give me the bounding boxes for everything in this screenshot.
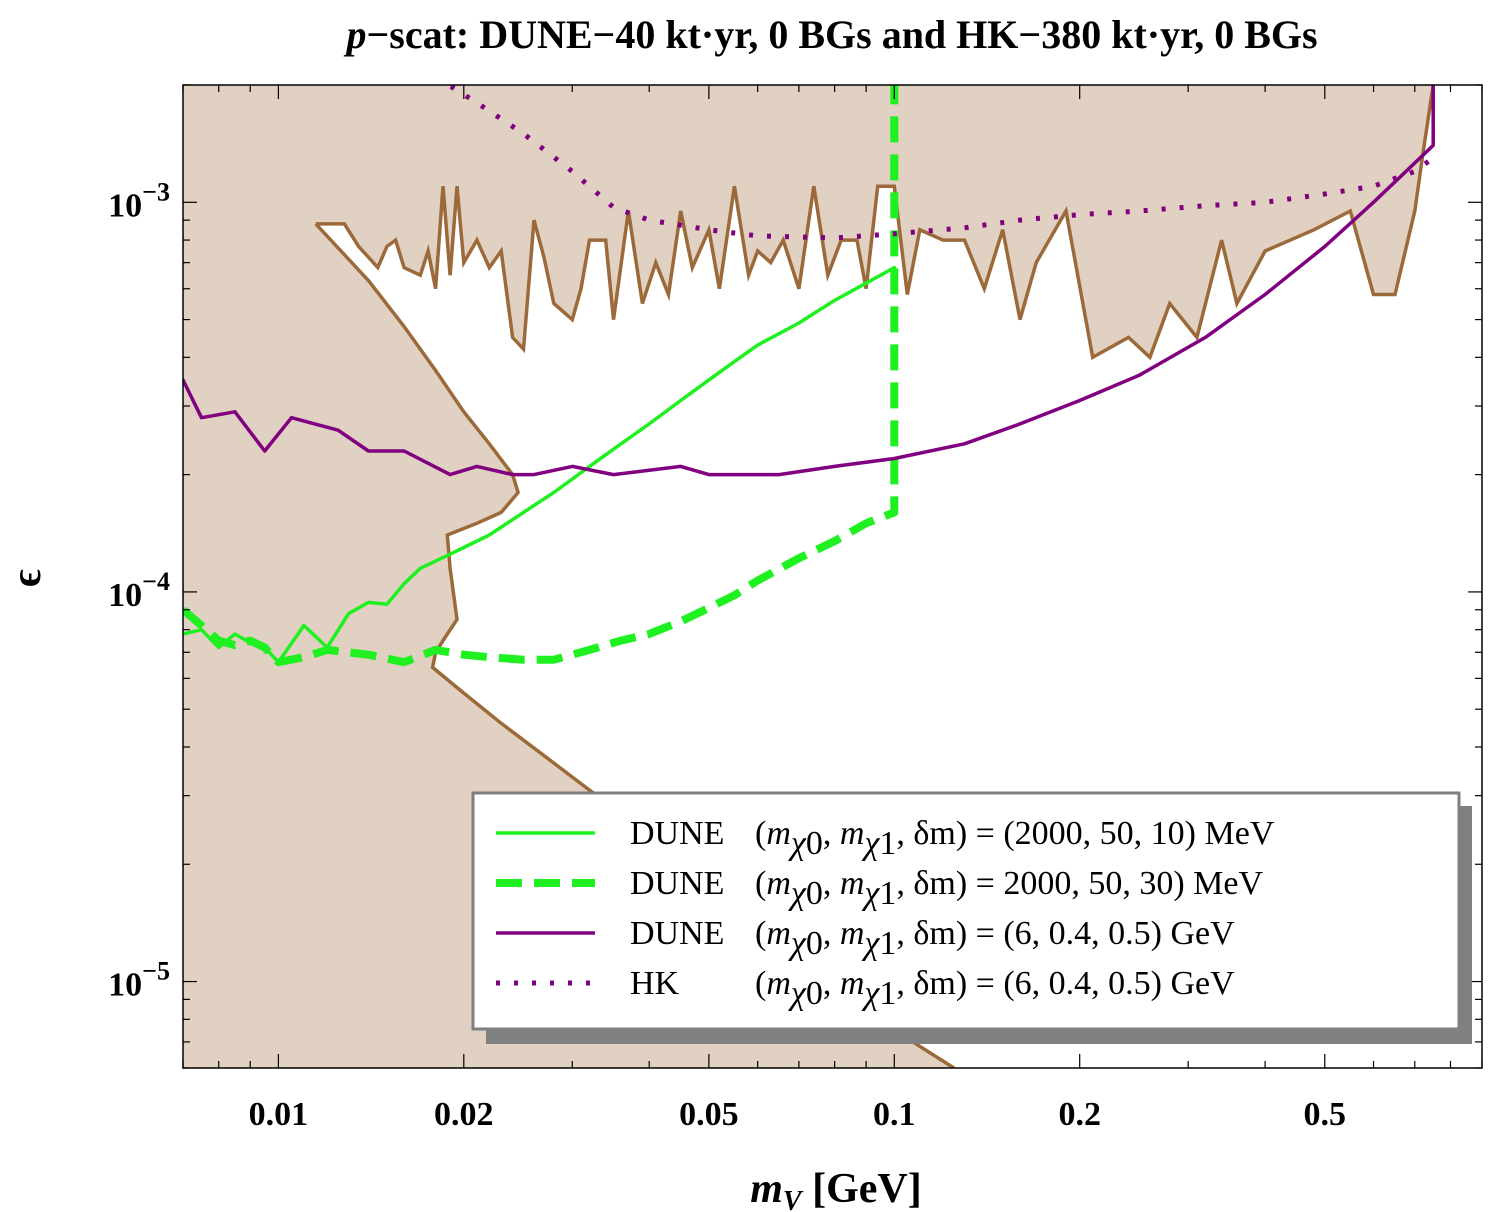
legend-math: m — [766, 865, 791, 902]
y-tick-label-base: 10 — [108, 967, 142, 1004]
y-tick-label: 10−5 — [108, 957, 170, 1004]
legend-label-2: DUNE (mχ0, mχ1, δm) = 2000, 50, 30) MeV — [630, 865, 1263, 912]
x-tick-label: 0.5 — [1304, 1096, 1347, 1133]
legend-prefix: HK — [630, 965, 680, 1002]
legend-entries: DUNE (mχ0, mχ1, δm) = (2000, 50, 10) MeVD… — [496, 815, 1275, 1012]
y-tick-label-base: 10 — [108, 577, 142, 614]
legend-math: 0 — [806, 825, 823, 862]
chart-title-rest: −scat: DUNE−40 kt·yr, 0 BGs and HK−380 k… — [366, 12, 1317, 57]
y-tick-label: 10−4 — [108, 567, 170, 614]
legend-math: 1 — [879, 975, 896, 1012]
x-tick-label: 0.2 — [1058, 1096, 1101, 1133]
excluded-upper-boundary — [315, 85, 1435, 361]
x-axis-label-unit: [GeV] — [802, 1166, 922, 1212]
legend-math: , δm) = (2000, 50, 10) MeV — [896, 815, 1274, 852]
legend-math: , δm) = 2000, 50, 30) MeV — [896, 865, 1263, 902]
y-tick-label-exp: −3 — [142, 177, 170, 206]
legend-math: ( — [755, 815, 766, 852]
legend-math: χ — [788, 925, 807, 962]
series-line-4 — [444, 85, 1435, 241]
y-tick-label-exp: −5 — [142, 957, 170, 986]
legend-math: m — [840, 965, 865, 1002]
legend-box — [471, 791, 1461, 1031]
chart-title-italic: p — [343, 12, 366, 57]
legend-prefix: DUNE — [630, 815, 724, 852]
legend-math: 1 — [879, 825, 896, 862]
chart-title: p−scat: DUNE−40 kt·yr, 0 BGs and HK−380 … — [343, 12, 1317, 57]
legend-math: 1 — [879, 925, 896, 962]
legend-math: m — [766, 915, 791, 952]
legend-math: m — [766, 965, 791, 1002]
legend-math: χ — [861, 925, 880, 962]
legend-math: 0 — [806, 925, 823, 962]
legend-label-4: HK (mχ0, mχ1, δm) = (6, 0.4, 0.5) GeV — [630, 965, 1235, 1012]
legend-math: m — [840, 915, 865, 952]
tick-layer: 0.01 0.02 0.05 0.1 0.2 0.510−510−410−3 — [108, 84, 1483, 1133]
legend-math: χ — [861, 825, 880, 862]
legend-prefix: DUNE — [630, 915, 724, 952]
x-tick-label: 0.1 — [873, 1096, 916, 1133]
x-axis-label: mV [GeV] — [750, 1166, 921, 1212]
legend-math: 0 — [806, 875, 823, 912]
legend-prefix: DUNE — [630, 865, 724, 902]
legend-math: χ — [861, 975, 880, 1012]
legend-math: m — [840, 815, 865, 852]
legend-math: χ — [788, 875, 807, 912]
legend-label-3: DUNE (mχ0, mχ1, δm) = (6, 0.4, 0.5) GeV — [630, 915, 1235, 962]
legend-math: ( — [755, 865, 766, 902]
series-line-2 — [183, 85, 899, 667]
legend-math: , — [823, 915, 840, 952]
legend-math: , δm) = (6, 0.4, 0.5) GeV — [896, 965, 1235, 1002]
legend-math: χ — [788, 975, 807, 1012]
legend-math: ( — [755, 965, 766, 1002]
y-axis-label: ϵ — [4, 569, 50, 587]
x-tick-label: 0.02 — [434, 1096, 494, 1133]
x-axis-label-sub: V — [783, 1186, 804, 1212]
y-tick-label-base: 10 — [108, 187, 142, 224]
legend-math: χ — [788, 825, 807, 862]
legend-math: , — [823, 815, 840, 852]
x-tick-label: 0.01 — [249, 1096, 309, 1133]
legend-math: ( — [755, 915, 766, 952]
y-tick-label-exp: −4 — [142, 567, 170, 596]
legend-math: χ — [861, 875, 880, 912]
legend-math: 1 — [879, 875, 896, 912]
legend-math: , — [823, 865, 840, 902]
x-axis-label-var: m — [750, 1166, 783, 1212]
legend-math: , δm) = (6, 0.4, 0.5) GeV — [896, 915, 1235, 952]
x-tick-label: 0.05 — [679, 1096, 739, 1133]
legend-math: m — [766, 815, 791, 852]
y-tick-label: 10−3 — [108, 177, 170, 224]
plot-frame — [182, 84, 1483, 1069]
legend-label-1: DUNE (mχ0, mχ1, δm) = (2000, 50, 10) MeV — [630, 815, 1275, 862]
legend: DUNE (mχ0, mχ1, δm) = (2000, 50, 10) MeVD… — [471, 791, 1472, 1044]
legend-math: , — [823, 965, 840, 1002]
series-layer — [183, 85, 1435, 667]
legend-math: m — [840, 865, 865, 902]
legend-math: 0 — [806, 975, 823, 1012]
series-line-3 — [183, 85, 1435, 477]
